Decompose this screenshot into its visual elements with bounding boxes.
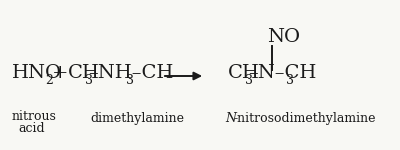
- Text: CH: CH: [68, 64, 100, 82]
- Text: acid: acid: [18, 122, 45, 135]
- Text: HNO: HNO: [12, 64, 62, 82]
- Text: 3: 3: [126, 74, 134, 87]
- Text: nitrous: nitrous: [12, 110, 57, 123]
- Text: 3: 3: [85, 74, 93, 87]
- Text: -nitrosodimethylamine: -nitrosodimethylamine: [233, 112, 376, 125]
- Text: CH: CH: [228, 64, 260, 82]
- Text: 2: 2: [45, 74, 53, 87]
- Text: +: +: [52, 64, 68, 82]
- Text: N: N: [225, 112, 236, 125]
- Text: NO: NO: [267, 28, 300, 46]
- Text: –N–CH: –N–CH: [248, 64, 316, 82]
- Text: 3: 3: [286, 74, 294, 87]
- Text: dimethylamine: dimethylamine: [90, 112, 184, 125]
- Text: –NH–CH: –NH–CH: [88, 64, 173, 82]
- Text: 3: 3: [245, 74, 253, 87]
